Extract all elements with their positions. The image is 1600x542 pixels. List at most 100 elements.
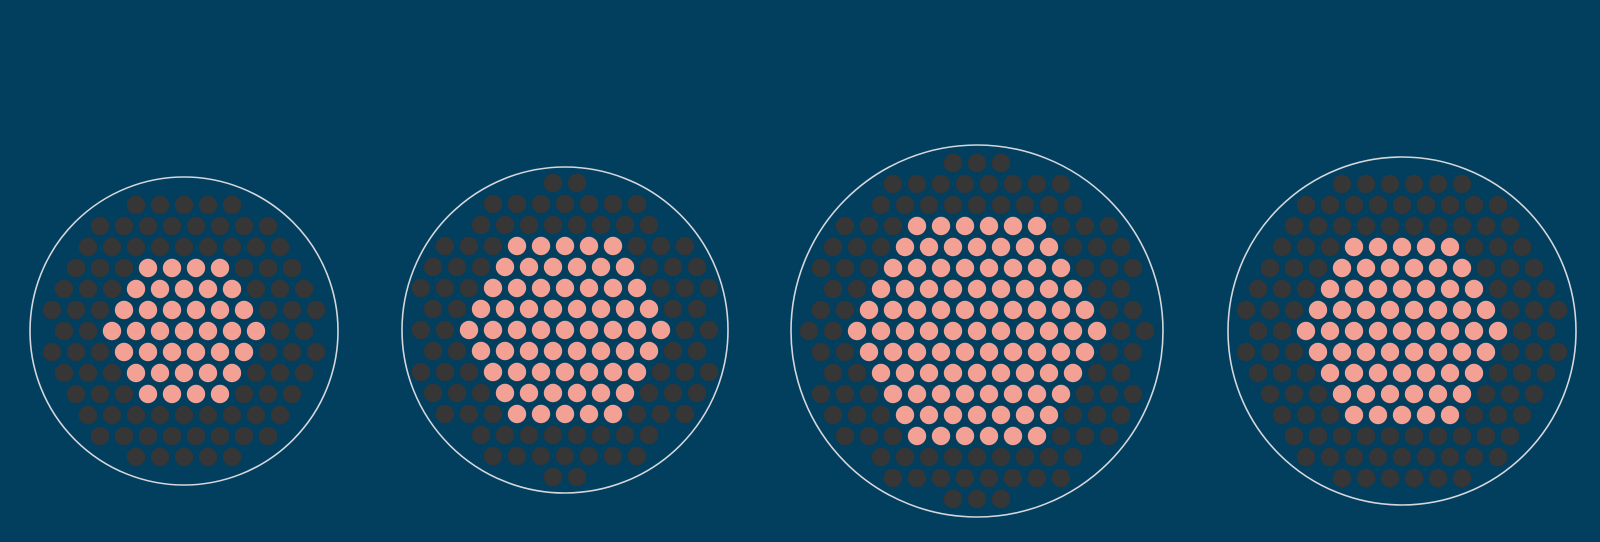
dot <box>258 426 278 446</box>
dot <box>150 195 170 215</box>
dot <box>1512 321 1532 341</box>
dot-highlight <box>967 237 987 257</box>
dot <box>1356 468 1376 488</box>
dot <box>811 342 831 362</box>
dot <box>1308 426 1328 446</box>
dot <box>246 237 266 257</box>
dot-highlight <box>895 405 915 425</box>
dot <box>1320 447 1340 467</box>
dot-highlight <box>1404 342 1424 362</box>
dot <box>859 258 879 278</box>
dot-highlight <box>603 236 623 256</box>
dot-highlight <box>1416 237 1436 257</box>
dot <box>811 258 831 278</box>
dot <box>174 447 194 467</box>
dot <box>1027 174 1047 194</box>
dot-highlight <box>1320 363 1340 383</box>
dot <box>270 279 290 299</box>
dot <box>1452 426 1472 446</box>
dot-highlight <box>1404 258 1424 278</box>
dot <box>1536 321 1556 341</box>
dot <box>1296 363 1316 383</box>
dot-highlight <box>1440 279 1460 299</box>
dot-highlight <box>1452 342 1472 362</box>
dot <box>1488 195 1508 215</box>
dot <box>591 215 611 235</box>
dot <box>1488 237 1508 257</box>
dot <box>811 300 831 320</box>
dot <box>1063 405 1083 425</box>
dot-highlight <box>1015 405 1035 425</box>
dot <box>435 320 455 340</box>
dot-highlight <box>174 363 194 383</box>
dot <box>1087 279 1107 299</box>
dot <box>847 279 867 299</box>
dot-highlight <box>943 321 963 341</box>
dot-highlight <box>603 278 623 298</box>
dot-highlight <box>1051 384 1071 404</box>
dot <box>1063 195 1083 215</box>
dot-highlight <box>138 258 158 278</box>
dot <box>651 362 671 382</box>
dot <box>871 237 891 257</box>
dot <box>1284 300 1304 320</box>
dot-highlight <box>186 300 206 320</box>
dot <box>42 300 62 320</box>
dot <box>1452 174 1472 194</box>
dot <box>871 447 891 467</box>
dot <box>66 342 86 362</box>
dot <box>1063 237 1083 257</box>
dot <box>234 258 254 278</box>
dot <box>258 300 278 320</box>
dot <box>1428 174 1448 194</box>
dot-highlight <box>615 341 635 361</box>
dot <box>270 321 290 341</box>
dot <box>663 257 683 277</box>
dot-highlight <box>1344 237 1364 257</box>
dot <box>919 195 939 215</box>
dot <box>907 174 927 194</box>
dot-highlight <box>1464 279 1484 299</box>
dot-highlight <box>162 300 182 320</box>
dot-highlight <box>1003 300 1023 320</box>
dot-highlight <box>1452 300 1472 320</box>
dot-highlight <box>483 278 503 298</box>
dot-highlight <box>174 279 194 299</box>
dot-highlight <box>1087 321 1107 341</box>
dot-highlight <box>507 362 527 382</box>
dot-highlight <box>1027 258 1047 278</box>
dot <box>627 194 647 214</box>
dot <box>967 489 987 509</box>
dot <box>651 404 671 424</box>
dot-highlight <box>907 426 927 446</box>
dot <box>102 237 122 257</box>
dot <box>102 363 122 383</box>
dot-highlight <box>210 342 230 362</box>
dot <box>859 384 879 404</box>
dot <box>579 194 599 214</box>
dot <box>1027 468 1047 488</box>
dot-highlight <box>943 237 963 257</box>
dot <box>1428 468 1448 488</box>
dot <box>507 194 527 214</box>
dot <box>835 258 855 278</box>
dot <box>1135 321 1155 341</box>
dot <box>675 404 695 424</box>
dot-highlight <box>579 404 599 424</box>
dot <box>282 300 302 320</box>
dot <box>1320 405 1340 425</box>
dot-highlight <box>567 257 587 277</box>
dot-highlight <box>603 404 623 424</box>
dot <box>943 195 963 215</box>
dot <box>282 384 302 404</box>
dot <box>411 362 431 382</box>
dot-highlight <box>1063 363 1083 383</box>
dot-highlight <box>186 342 206 362</box>
dot <box>895 447 915 467</box>
dot-highlight <box>955 258 975 278</box>
dot-highlight <box>126 279 146 299</box>
dot <box>543 173 563 193</box>
dot <box>823 321 843 341</box>
dot <box>1332 426 1352 446</box>
dot <box>114 384 134 404</box>
